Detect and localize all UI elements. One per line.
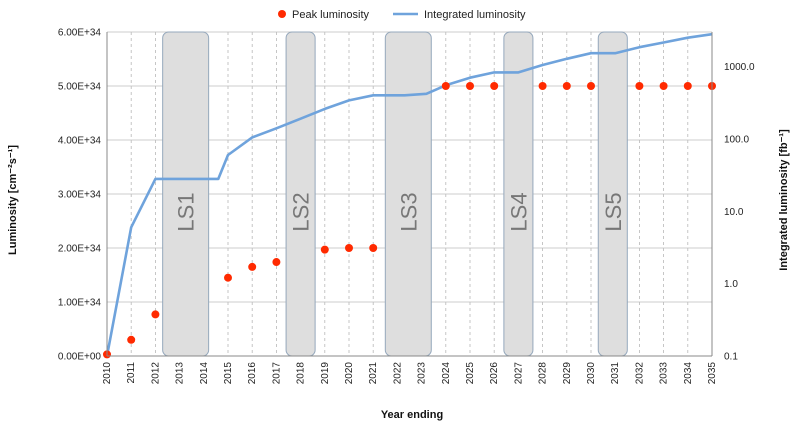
x-tick-label: 2029 [562,362,573,385]
axes: 2010 2011 2012 2013 2014 2015 2016 2017 2018 2019… [58,28,755,385]
peak-luminosity-point [272,258,281,267]
peak-luminosity-point [127,335,136,344]
x-tick-label: 2018 [296,362,307,385]
y-tick-label: 2.00E+34 [58,244,102,255]
x-tick-label: 2010 [102,362,113,385]
y-tick-label: 4.00E+34 [58,136,102,147]
integrated-series [105,32,713,357]
x-tick-label: 2035 [707,362,718,385]
x-tick-label: 2012 [150,362,161,385]
y2-axis-title: Integrated luminosity [fb⁻¹] [778,129,790,271]
x-tick-label: 2032 [634,362,645,385]
x-tick-label: 2011 [126,362,137,384]
legend: Peak luminosity Integrated luminosity [278,9,526,21]
y-tick-label: 6.00E+34 [58,28,102,39]
peak-series [103,82,716,359]
peak-luminosity-point [248,262,257,271]
y-tick-label: 5.00E+34 [58,82,102,93]
y2-tick-label: 10.0 [724,207,744,218]
peak-luminosity-point [490,82,499,90]
x-tick-label: 2021 [368,362,379,385]
peak-luminosity-point [345,244,353,252]
x-tick-label: 2015 [223,362,234,385]
peak-luminosity-point [369,244,378,252]
peak-luminosity-point [320,245,329,254]
y-tick-label: 1.00E+34 [58,298,102,309]
shutdown-label: LS3 [396,192,421,231]
x-tick-label: 2024 [441,362,452,385]
x-tick-label: 2016 [247,362,258,385]
x-tick-label: 2017 [271,362,282,385]
peak-luminosity-point [224,273,232,282]
peak-luminosity-point [538,82,547,90]
peak-luminosity-point [587,82,595,90]
shutdown-bands: LS1 LS2 LS3 LS4 LS5 [162,31,628,357]
x-tick-label: 2022 [392,362,403,385]
peak-luminosity-point [683,82,692,90]
x-tick-label: 2026 [489,362,500,385]
peak-luminosity-point [466,82,474,90]
y2-tick-label: 0.1 [724,352,738,363]
legend-integrated-label: Integrated luminosity [424,9,526,21]
y2-tick-label: 1.0 [724,279,738,290]
x-tick-label: 2028 [538,362,549,385]
shutdown-label: LS2 [289,192,314,231]
peak-luminosity-point [562,82,571,90]
x-tick-label: 2033 [659,362,670,385]
shutdown-label: LS4 [506,192,531,231]
x-tick-label: 2019 [320,362,331,385]
x-tick-label: 2023 [417,362,428,385]
x-tick-label: 2020 [344,362,355,385]
x-tick-label: 2034 [683,362,694,385]
y-axis-title: Luminosity [cm⁻²s⁻¹] [7,145,19,255]
y2-tick-label: 1000.0 [724,62,755,73]
x-tick-label: 2014 [199,362,210,385]
peak-luminosity-point [151,310,160,319]
x-tick-label: 2027 [513,362,524,385]
x-tick-label: 2030 [586,362,597,385]
peak-luminosity-point [659,82,668,90]
shutdown-label: LS5 [601,192,626,231]
y-tick-label: 0.00E+00 [58,352,102,363]
x-tick-label: 2025 [465,362,476,385]
x-axis-title: Year ending [381,409,443,421]
legend-peak-label: Peak luminosity [292,9,370,21]
legend-peak-marker [278,10,286,18]
x-tick-label: 2013 [175,362,186,385]
peak-luminosity-point [635,82,644,90]
y-tick-label: 3.00E+34 [58,190,102,201]
peak-luminosity-point [441,82,450,90]
x-tick-label: 2031 [610,362,621,385]
y2-tick-label: 100.0 [724,134,749,145]
integrated-luminosity-line [105,32,713,357]
shutdown-label: LS1 [174,192,199,231]
